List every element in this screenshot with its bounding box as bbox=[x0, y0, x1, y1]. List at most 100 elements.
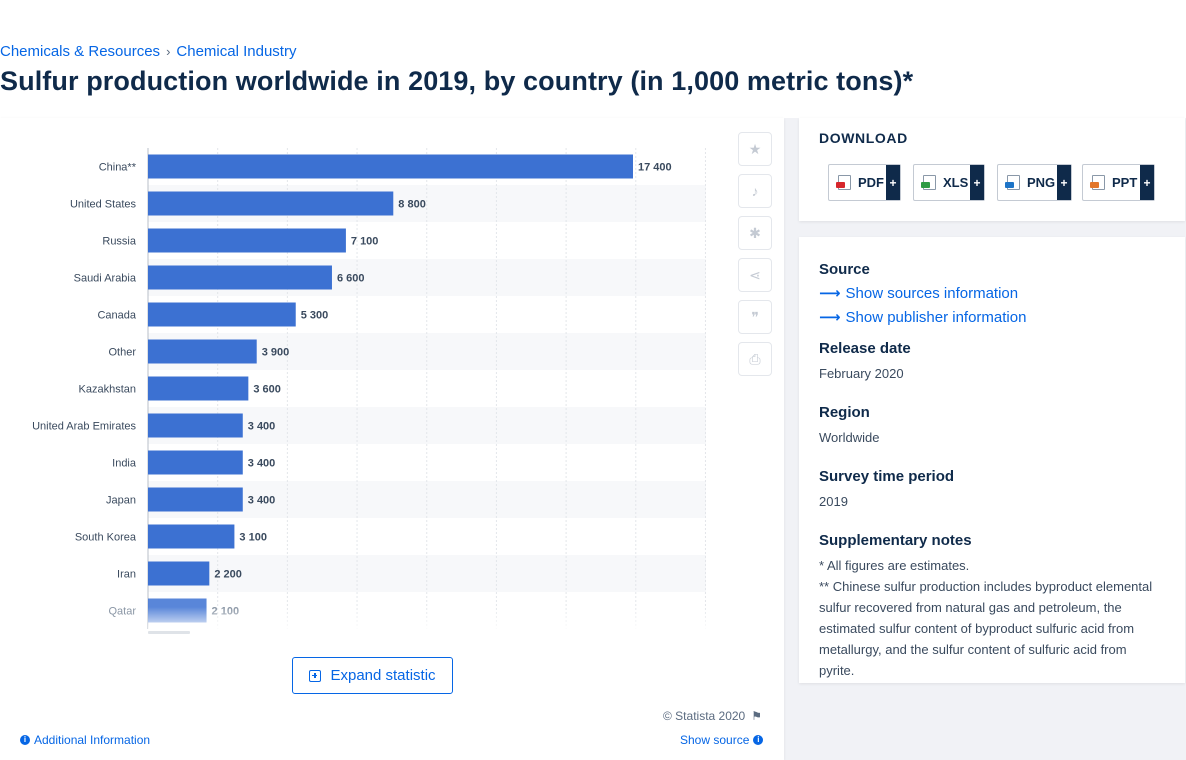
value-label: 17 400 bbox=[638, 162, 672, 174]
show-source-link[interactable]: Show source i bbox=[680, 733, 764, 747]
value-label: 8 800 bbox=[398, 199, 426, 211]
category-label: Saudi Arabia bbox=[74, 273, 137, 285]
download-card: DOWNLOAD PDF + XLS + PNG + PPT + bbox=[799, 118, 1185, 221]
download-xls-label: XLS bbox=[943, 175, 969, 190]
download-pdf-button[interactable]: PDF + bbox=[828, 164, 901, 201]
settings-button[interactable]: ✱ bbox=[738, 216, 772, 250]
chart-card: China** 17 400 United States 8 800 Russia 7 1… bbox=[0, 118, 784, 760]
share-button[interactable]: ⋖ bbox=[738, 258, 772, 292]
category-label: United Arab Emirates bbox=[32, 421, 136, 433]
star-icon: ★ bbox=[748, 140, 762, 157]
bar-chart: China** 17 400 United States 8 800 Russia 7 1… bbox=[32, 148, 706, 634]
show-source-label: Show source bbox=[680, 733, 750, 747]
bar bbox=[148, 450, 243, 475]
value-label: 6 600 bbox=[337, 273, 365, 285]
value-label: 3 400 bbox=[248, 495, 276, 507]
supplementary-notes-heading: Supplementary notes bbox=[819, 532, 972, 549]
favorite-button[interactable]: ★ bbox=[738, 132, 772, 166]
gear-icon: ✱ bbox=[749, 224, 761, 241]
bar bbox=[148, 524, 235, 549]
scroll-indicator bbox=[148, 631, 190, 634]
bar bbox=[148, 154, 633, 179]
bar bbox=[148, 376, 249, 401]
notification-button[interactable]: ♪ bbox=[738, 174, 772, 208]
value-label: 2 200 bbox=[214, 569, 242, 581]
breadcrumb: Chemicals & Resources › Chemical Industr… bbox=[0, 43, 296, 60]
value-label: 7 100 bbox=[351, 236, 379, 248]
value-label: 3 600 bbox=[253, 384, 281, 396]
download-png-label: PNG bbox=[1027, 175, 1056, 190]
survey-period-value: 2019 bbox=[819, 494, 848, 509]
additional-information-link[interactable]: i Additional Information bbox=[20, 733, 150, 747]
value-label: 3 400 bbox=[248, 458, 276, 470]
xls-tag bbox=[921, 182, 930, 188]
category-label: Japan bbox=[106, 495, 136, 507]
expand-statistic-button[interactable]: Expand statistic bbox=[292, 657, 453, 694]
show-publisher-link[interactable]: ⟶ Show publisher information bbox=[819, 308, 1165, 327]
source-heading: Source bbox=[819, 261, 870, 278]
show-publisher-label: Show publisher information bbox=[845, 308, 1027, 326]
bar bbox=[148, 413, 243, 438]
bar bbox=[148, 302, 296, 327]
region-value: Worldwide bbox=[819, 430, 880, 445]
bar bbox=[148, 561, 210, 586]
download-ppt-label: PPT bbox=[1112, 175, 1138, 190]
category-label: Russia bbox=[102, 236, 137, 248]
breadcrumb-link-chemicals[interactable]: Chemicals & Resources bbox=[0, 43, 161, 60]
bar bbox=[148, 228, 346, 253]
copyright-text: © Statista 2020 bbox=[663, 709, 746, 723]
plus-icon: + bbox=[1140, 165, 1154, 200]
value-label: 3 400 bbox=[248, 421, 276, 433]
pdf-file-icon bbox=[836, 175, 851, 190]
breadcrumb-link-chemical-industry[interactable]: Chemical Industry bbox=[176, 43, 297, 60]
cite-button[interactable]: ❞ bbox=[738, 300, 772, 334]
arrow-right-icon: ⟶ bbox=[819, 309, 841, 326]
bar bbox=[148, 339, 257, 364]
print-icon: ⎙ bbox=[749, 350, 761, 367]
arrow-right-icon: ⟶ bbox=[819, 285, 841, 302]
download-title: DOWNLOAD bbox=[819, 130, 908, 146]
bar bbox=[148, 487, 243, 512]
xls-file-icon bbox=[921, 175, 936, 190]
category-label: India bbox=[112, 458, 137, 470]
additional-information-label: Additional Information bbox=[34, 733, 151, 747]
release-date-heading: Release date bbox=[819, 340, 911, 357]
png-tag bbox=[1005, 182, 1014, 188]
copyright: © Statista 2020 ⚑ bbox=[663, 709, 762, 723]
flag-icon[interactable]: ⚑ bbox=[751, 709, 762, 723]
statistic-info-card: Source ⟶ Show sources information ⟶ Show… bbox=[799, 237, 1185, 683]
category-label: Qatar bbox=[108, 606, 136, 618]
page-title: Sulfur production worldwide in 2019, by … bbox=[0, 66, 914, 96]
page-header bbox=[0, 0, 1186, 118]
png-file-icon bbox=[1005, 175, 1020, 190]
value-label: 5 300 bbox=[301, 310, 329, 322]
survey-period-heading: Survey time period bbox=[819, 468, 955, 485]
share-icon: ⋖ bbox=[749, 266, 761, 283]
expand-label: Expand statistic bbox=[330, 667, 436, 684]
category-label: United States bbox=[70, 199, 137, 211]
note-estimates: * All figures are estimates. bbox=[819, 558, 970, 573]
print-button[interactable]: ⎙ bbox=[738, 342, 772, 376]
download-xls-button[interactable]: XLS + bbox=[913, 164, 985, 201]
plus-icon: + bbox=[1057, 165, 1071, 200]
download-ppt-button[interactable]: PPT + bbox=[1082, 164, 1155, 201]
scroll-fade bbox=[148, 607, 706, 629]
show-sources-link[interactable]: ⟶ Show sources information bbox=[819, 284, 1165, 303]
bar bbox=[148, 191, 394, 216]
show-sources-label: Show sources information bbox=[845, 284, 1019, 302]
download-pdf-label: PDF bbox=[858, 175, 884, 190]
bell-icon: ♪ bbox=[751, 183, 759, 199]
breadcrumb-separator: › bbox=[166, 44, 171, 59]
chart-toolbar: ★ ♪ ✱ ⋖ ❞ ⎙ bbox=[738, 132, 772, 384]
region-heading: Region bbox=[819, 404, 870, 421]
info-icon: i bbox=[753, 735, 764, 745]
category-label: Iran bbox=[117, 569, 136, 581]
download-png-button[interactable]: PNG + bbox=[997, 164, 1072, 201]
plus-icon: + bbox=[970, 165, 984, 200]
category-label: Kazakhstan bbox=[79, 384, 136, 396]
quote-icon: ❞ bbox=[751, 308, 759, 325]
category-label: Other bbox=[108, 347, 136, 359]
release-date-value: February 2020 bbox=[819, 366, 904, 381]
info-icon: i bbox=[20, 735, 30, 745]
pdf-tag bbox=[836, 182, 845, 188]
